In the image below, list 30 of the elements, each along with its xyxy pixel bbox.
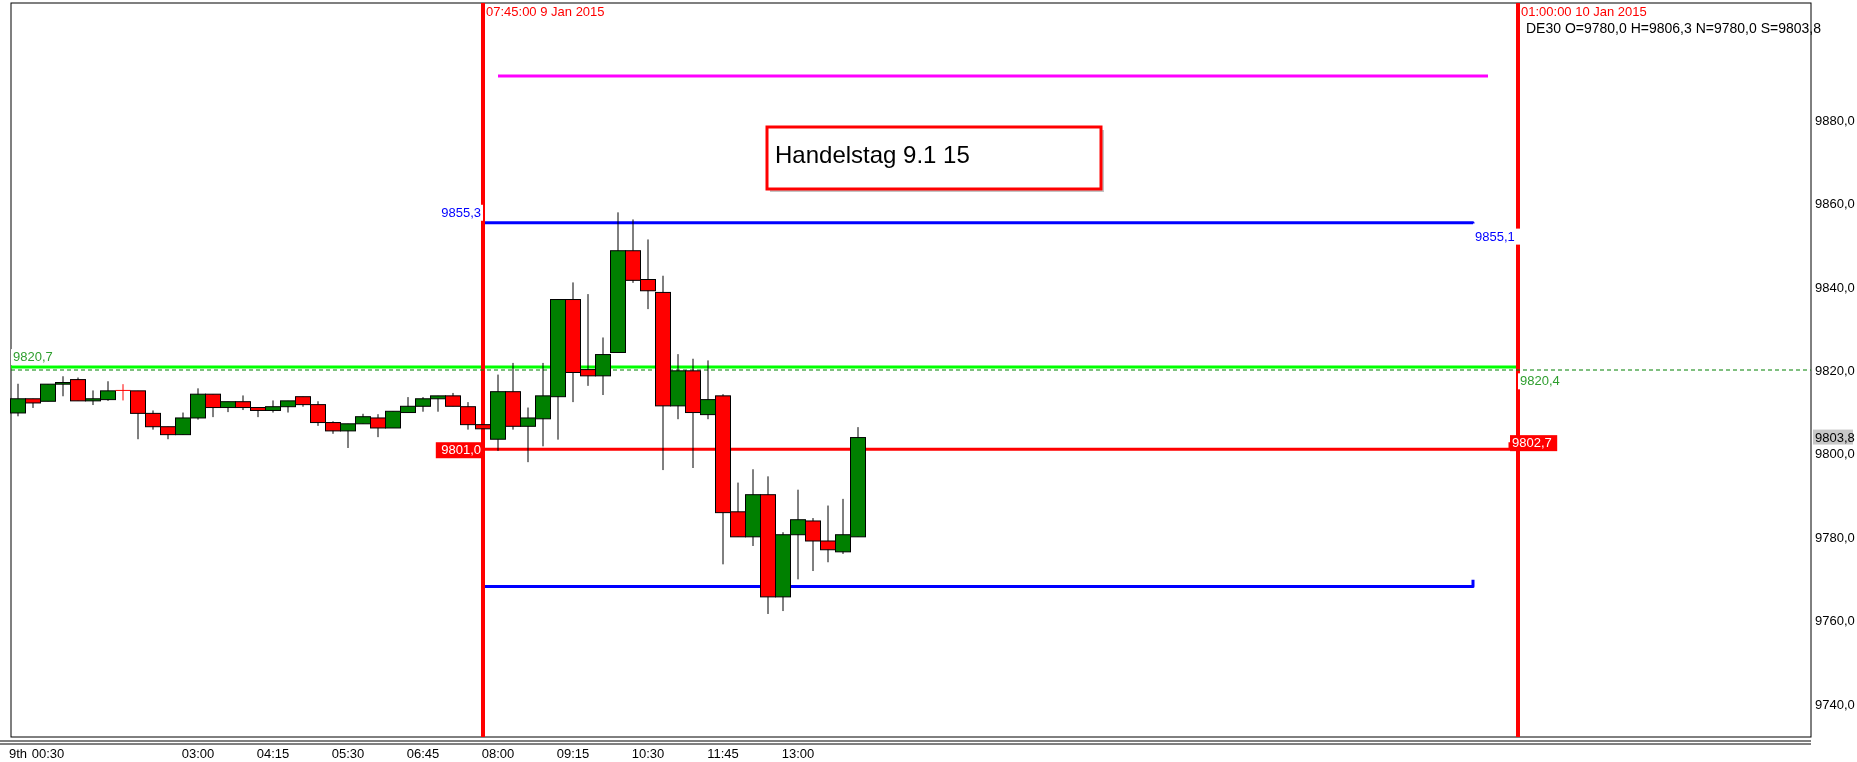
ref-line-label: 01:00:00 10 Jan 2015: [1521, 4, 1647, 19]
x-tick-label: 06:45: [406, 746, 440, 761]
annotation: 9803,8: [1815, 429, 1855, 445]
x-tick-label: 10:30: [631, 746, 665, 761]
annotation: Handelstag 9.1 15: [775, 141, 970, 168]
annotation: 9855,1: [1475, 228, 1515, 244]
annotation: 9802,7: [1512, 435, 1552, 451]
y-tick-label: 9760,0: [1815, 613, 1855, 629]
y-tick-label: 9820,0: [1815, 363, 1855, 378]
annotation: 9820,4: [1520, 373, 1560, 389]
annotation: 9801,0: [441, 442, 481, 458]
y-tick-label: 9840,0: [1815, 279, 1855, 295]
annotation: 9855,3: [441, 204, 481, 220]
x-tick-label: 04:15: [256, 746, 290, 761]
y-tick-label: 9800,0: [1815, 446, 1855, 462]
x-tick-label: 05:30: [331, 746, 365, 761]
y-tick-label: 9860,0: [1815, 196, 1855, 212]
ref-line-label: 07:45:00 9 Jan 2015: [486, 4, 605, 19]
x-tick-label: 13:00: [781, 746, 815, 761]
x-tick-label: 00:30: [31, 746, 65, 761]
x-tick-label: 11:45: [707, 746, 739, 761]
y-tick-label: 9780,0: [1815, 529, 1855, 545]
x-tick-label: 08:00: [481, 746, 515, 761]
y-tick-label: 9740,0: [1815, 696, 1855, 712]
x-tick-label: 09:15: [556, 746, 590, 761]
text: DE30 O=9780,0 H=9806,3 N=9780,0 S=9803,8: [1526, 20, 1822, 36]
x-tick-label: 9th: [8, 746, 28, 761]
y-tick-label: 9880,0: [1815, 112, 1855, 128]
annotation: 9820,7: [13, 349, 53, 365]
x-tick-label: 03:00: [181, 746, 215, 761]
